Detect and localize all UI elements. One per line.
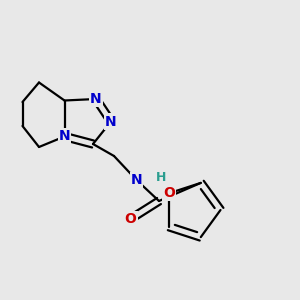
Text: N: N (105, 115, 117, 128)
Text: N: N (131, 173, 142, 187)
Text: O: O (124, 212, 136, 226)
Text: H: H (156, 171, 167, 184)
Text: N: N (59, 130, 70, 143)
Text: N: N (90, 92, 102, 106)
Text: O: O (163, 186, 175, 200)
